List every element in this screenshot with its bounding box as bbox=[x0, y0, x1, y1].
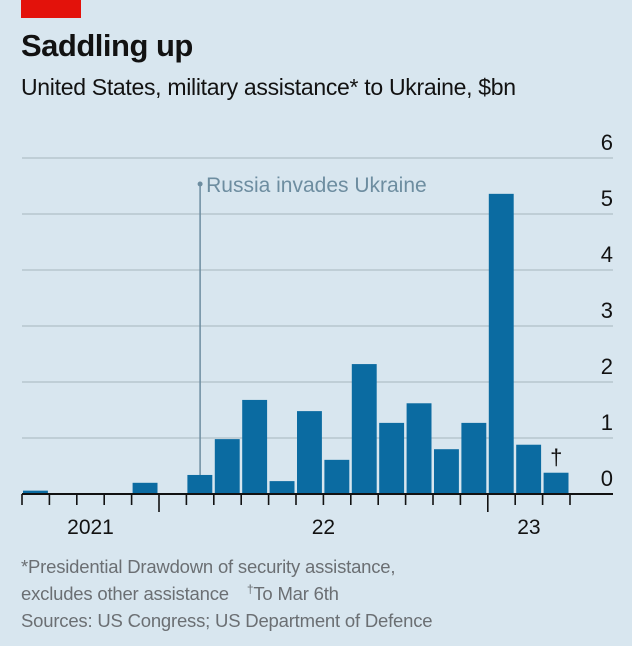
footnote-dagger: † bbox=[246, 582, 254, 596]
bar bbox=[269, 481, 295, 494]
bar bbox=[297, 411, 322, 494]
y-axis-labels: 0 1 2 3 4 5 6 bbox=[601, 130, 613, 491]
bar bbox=[379, 422, 405, 494]
bar bbox=[488, 193, 514, 494]
x-axis: 2021 22 23 bbox=[21, 493, 613, 539]
invasion-marker-dot bbox=[197, 181, 203, 187]
bar bbox=[543, 472, 569, 494]
bar bbox=[214, 439, 240, 494]
x-year-label: 2021 bbox=[67, 516, 114, 539]
bar bbox=[516, 444, 542, 494]
footnote-definition: *Presidential Drawdown of security assis… bbox=[21, 556, 396, 577]
x-year-label: 23 bbox=[517, 516, 540, 539]
bars bbox=[23, 193, 569, 494]
bar bbox=[187, 474, 213, 494]
bar bbox=[324, 459, 350, 494]
y-tick-label: 4 bbox=[601, 242, 613, 267]
bar bbox=[242, 399, 268, 494]
bar bbox=[351, 364, 377, 494]
bar bbox=[434, 449, 459, 494]
brand-red-tag bbox=[21, 0, 81, 18]
y-tick-label: 1 bbox=[601, 410, 613, 435]
bar bbox=[406, 403, 432, 494]
y-tick-label: 0 bbox=[601, 466, 613, 491]
y-tick-label: 6 bbox=[601, 130, 613, 155]
annotations: Russia invades Ukraine † bbox=[197, 174, 562, 475]
footnote-to-date: To Mar 6th bbox=[253, 583, 339, 604]
y-tick-label: 3 bbox=[601, 298, 613, 323]
chart-subtitle: United States, military assistance* to U… bbox=[21, 74, 516, 100]
footnote-excludes: excludes other assistance bbox=[21, 583, 229, 604]
invasion-annotation-label: Russia invades Ukraine bbox=[206, 174, 427, 197]
x-year-label: 22 bbox=[312, 516, 335, 539]
y-tick-label: 5 bbox=[601, 186, 613, 211]
chart-title: Saddling up bbox=[21, 28, 193, 63]
bar bbox=[132, 482, 158, 494]
bar bbox=[23, 490, 48, 494]
sources: Sources: US Congress; US Department of D… bbox=[21, 610, 433, 631]
dagger-annotation: † bbox=[550, 445, 562, 470]
bar bbox=[461, 422, 487, 494]
footnote-line-2: excludes other assistance †To Mar 6th bbox=[21, 583, 339, 605]
y-tick-label: 2 bbox=[601, 354, 613, 379]
gridlines bbox=[22, 157, 613, 439]
